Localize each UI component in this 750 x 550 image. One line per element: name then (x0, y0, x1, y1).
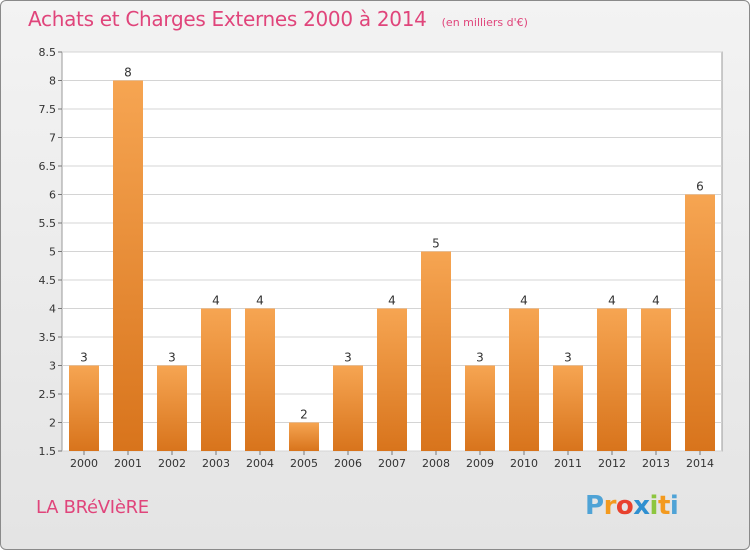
y-tick-label: 6 (49, 189, 56, 202)
logo-letter: r (603, 491, 617, 521)
y-tick-label: 7 (49, 132, 56, 145)
logo-letter: o (615, 491, 634, 521)
y-tick-label: 2 (49, 417, 56, 430)
bar-2010 (509, 308, 539, 451)
y-tick-label: 5 (49, 246, 56, 259)
bar-value-label: 8 (124, 66, 132, 80)
x-tick-label: 2002 (158, 457, 186, 470)
bar-value-label: 2 (300, 408, 308, 422)
x-tick-label: 2009 (466, 457, 494, 470)
x-tick-label: 2011 (554, 457, 582, 470)
x-tick-label: 2003 (202, 457, 230, 470)
y-tick-label: 4 (49, 303, 56, 316)
bar-value-label: 6 (696, 180, 704, 194)
y-tick-label: 2.5 (39, 388, 57, 401)
x-tick-label: 2000 (70, 457, 98, 470)
proxiti-logo[interactable]: Proxiti (585, 491, 679, 521)
bar-value-label: 4 (388, 294, 396, 308)
bar-2007 (377, 308, 407, 451)
bar-2012 (597, 308, 627, 451)
y-tick-label: 3 (49, 360, 56, 373)
y-tick-label: 3.5 (39, 331, 57, 344)
bar-2002 (157, 365, 187, 451)
x-tick-label: 2004 (246, 457, 274, 470)
y-tick-label: 4.5 (39, 274, 57, 287)
x-tick-label: 2005 (290, 457, 318, 470)
place-name: LA BRéVIèRE (36, 497, 149, 518)
bar-2014 (685, 194, 715, 451)
x-tick-label: 2007 (378, 457, 406, 470)
y-tick-label: 7.5 (39, 103, 57, 116)
bar-value-label: 4 (256, 294, 264, 308)
bar-value-label: 4 (520, 294, 528, 308)
bar-2003 (201, 308, 231, 451)
chart-title: Achats et Charges Externes 2000 à 2014 (28, 7, 427, 31)
bar-2011 (553, 365, 583, 451)
x-axis: 2000 2001 2002 2003 2004 2005 2006 2007 2008 2009… (70, 451, 714, 470)
bar-value-label: 3 (476, 351, 484, 365)
bar-value-label: 4 (652, 294, 660, 308)
y-tick-label: 5.5 (39, 217, 57, 230)
logo-letter: t (657, 491, 670, 521)
y-axis: 1.5 2 2.5 3 3.5 4 4.5 5 5.5 6 6.5 7 7.5 8 8.5 (39, 46, 62, 458)
bar-value-label: 5 (432, 237, 440, 251)
bar-2013 (641, 308, 671, 451)
logo-letter: i (649, 491, 659, 521)
logo-letter: x (633, 491, 650, 521)
bar-2006 (333, 365, 363, 451)
bar-value-label: 3 (168, 351, 176, 365)
bar-2000 (69, 365, 99, 451)
bar-value-label: 3 (564, 351, 572, 365)
logo-letter: i (669, 491, 679, 521)
bars: 3 8 3 4 4 2 3 4 5 3 4 3 4 4 6 (69, 66, 715, 451)
x-tick-label: 2013 (642, 457, 670, 470)
bar-value-label: 3 (344, 351, 352, 365)
x-tick-label: 2014 (686, 457, 714, 470)
x-tick-label: 2010 (510, 457, 538, 470)
bar-value-label: 4 (212, 294, 220, 308)
x-tick-label: 2012 (598, 457, 626, 470)
bar-2004 (245, 308, 275, 451)
y-tick-label: 6.5 (39, 160, 57, 173)
y-tick-label: 8.5 (39, 46, 57, 59)
y-tick-label: 1.5 (39, 445, 57, 458)
x-tick-label: 2006 (334, 457, 362, 470)
bar-2009 (465, 365, 495, 451)
bar-2008 (421, 251, 451, 451)
logo-letter: P (585, 491, 604, 521)
bar-value-label: 3 (80, 351, 88, 365)
chart-subtitle: (en milliers d'€) (441, 16, 528, 29)
bar-2001 (113, 80, 143, 451)
x-tick-label: 2008 (422, 457, 450, 470)
title-row: Achats et Charges Externes 2000 à 2014 (… (28, 7, 528, 31)
y-tick-label: 8 (49, 75, 56, 88)
x-tick-label: 2001 (114, 457, 142, 470)
bar-value-label: 4 (608, 294, 616, 308)
bar-2005 (289, 422, 319, 451)
